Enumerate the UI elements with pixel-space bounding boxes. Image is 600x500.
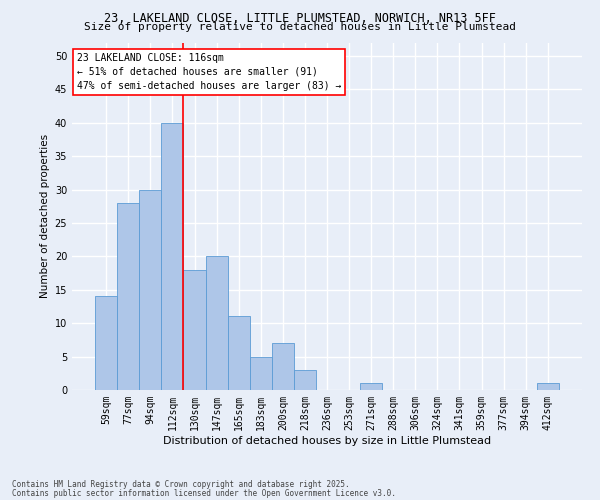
Bar (139, 190, 161, 390)
Bar (206, 256, 227, 390)
Bar (117, 203, 139, 390)
Bar (537, 384, 559, 390)
Bar (161, 122, 184, 390)
Text: 23 LAKELAND CLOSE: 116sqm
← 51% of detached houses are smaller (91)
47% of semi-: 23 LAKELAND CLOSE: 116sqm ← 51% of detac… (77, 53, 341, 91)
Bar (360, 384, 382, 390)
Bar (95, 296, 117, 390)
Bar (272, 343, 294, 390)
X-axis label: Distribution of detached houses by size in Little Plumstead: Distribution of detached houses by size … (163, 436, 491, 446)
Text: 23, LAKELAND CLOSE, LITTLE PLUMSTEAD, NORWICH, NR13 5FF: 23, LAKELAND CLOSE, LITTLE PLUMSTEAD, NO… (104, 12, 496, 26)
Bar (250, 356, 272, 390)
Bar (184, 270, 206, 390)
Text: Contains HM Land Registry data © Crown copyright and database right 2025.: Contains HM Land Registry data © Crown c… (12, 480, 350, 489)
Bar (227, 316, 250, 390)
Y-axis label: Number of detached properties: Number of detached properties (40, 134, 50, 298)
Text: Contains public sector information licensed under the Open Government Licence v3: Contains public sector information licen… (12, 488, 396, 498)
Bar (294, 370, 316, 390)
Text: Size of property relative to detached houses in Little Plumstead: Size of property relative to detached ho… (84, 22, 516, 32)
